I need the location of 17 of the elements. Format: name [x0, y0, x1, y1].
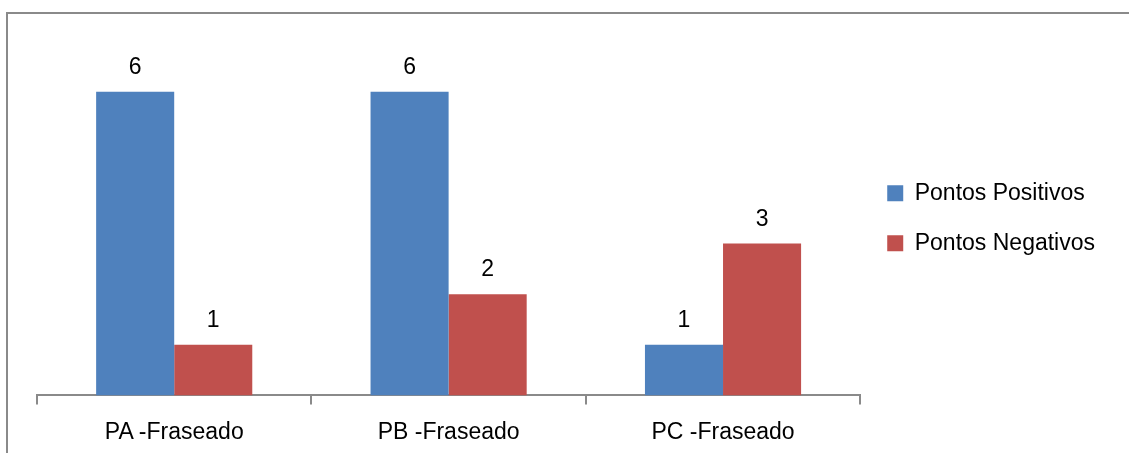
bar [370, 91, 449, 396]
x-tick-label: PA -Fraseado [104, 417, 244, 444]
data-label: 1 [206, 305, 220, 332]
bar [723, 243, 802, 396]
legend-label: Pontos Positivos [914, 178, 1085, 205]
x-tick-label: PB -Fraseado [377, 417, 520, 444]
bar [644, 344, 724, 396]
x-tick-label: PC -Fraseado [651, 417, 795, 444]
bar [174, 344, 253, 396]
bar [448, 294, 527, 396]
data-label: 6 [403, 52, 416, 79]
bar [96, 91, 175, 396]
legend-label: Pontos Negativos [914, 228, 1096, 255]
data-label: 1 [677, 305, 691, 332]
data-label: 2 [481, 255, 495, 282]
data-label: 3 [755, 204, 769, 231]
data-label: 6 [128, 52, 142, 79]
